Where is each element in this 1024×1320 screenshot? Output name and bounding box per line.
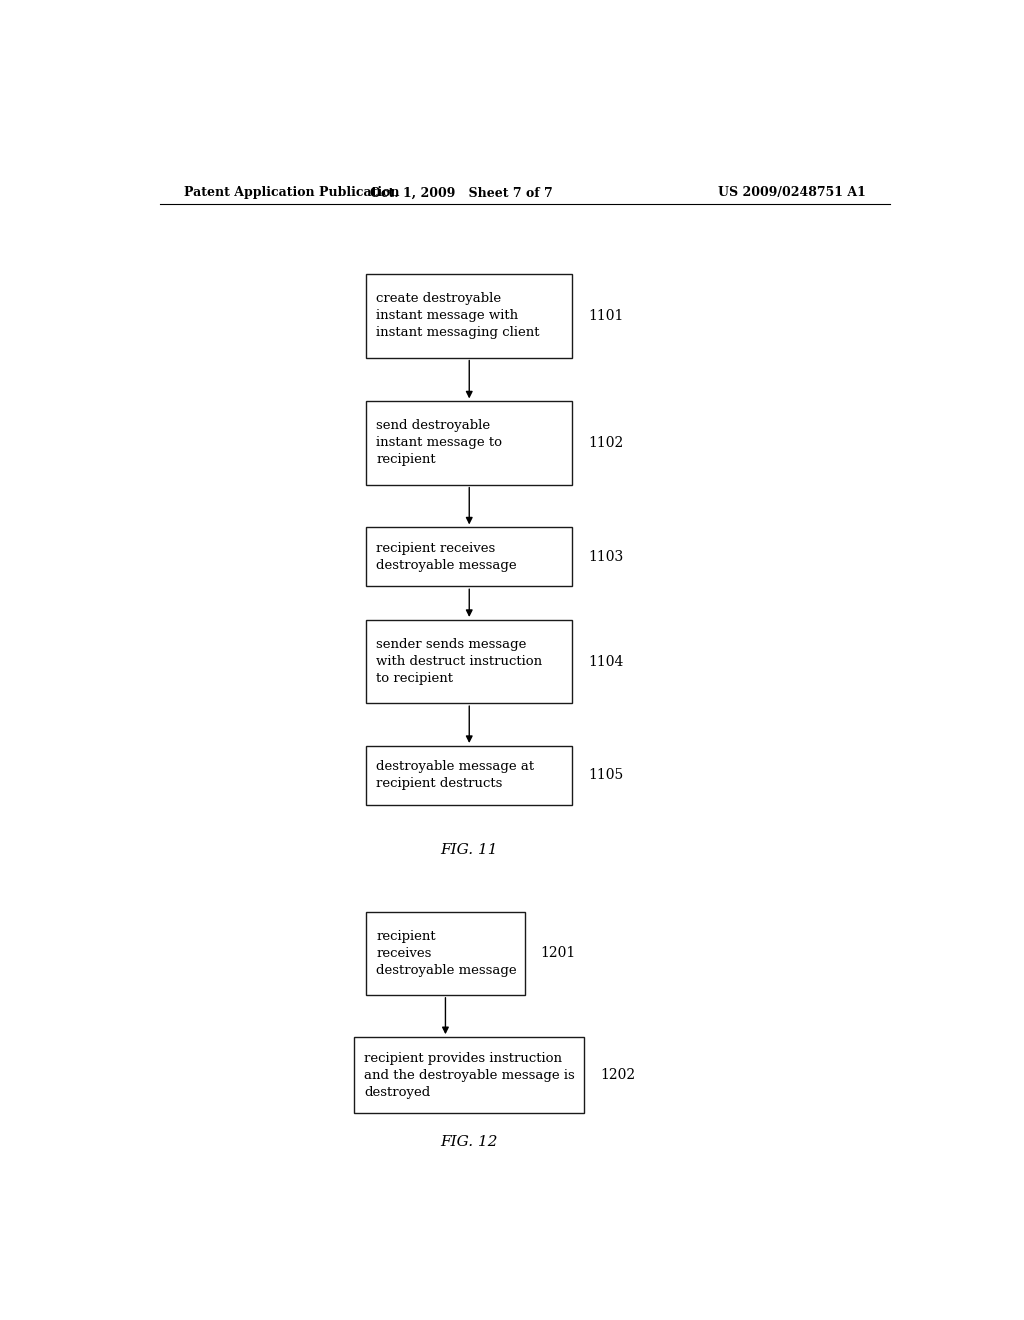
Text: FIG. 12: FIG. 12 <box>440 1135 498 1150</box>
Bar <box>354 1038 585 1113</box>
Text: FIG. 11: FIG. 11 <box>440 842 498 857</box>
Bar <box>367 620 572 704</box>
Text: 1202: 1202 <box>600 1068 635 1082</box>
Bar <box>367 275 572 358</box>
Text: Oct. 1, 2009   Sheet 7 of 7: Oct. 1, 2009 Sheet 7 of 7 <box>370 186 553 199</box>
Text: 1102: 1102 <box>588 436 624 450</box>
Text: 1201: 1201 <box>541 946 575 960</box>
Bar <box>367 528 572 586</box>
Text: recipient receives
destroyable message: recipient receives destroyable message <box>377 541 517 572</box>
Text: destroyable message at
recipient destructs: destroyable message at recipient destruc… <box>377 760 535 791</box>
Text: sender sends message
with destruct instruction
to recipient: sender sends message with destruct instr… <box>377 638 543 685</box>
Text: US 2009/0248751 A1: US 2009/0248751 A1 <box>718 186 866 199</box>
Text: recipient provides instruction
and the destroyable message is
destroyed: recipient provides instruction and the d… <box>365 1052 575 1098</box>
Text: 1104: 1104 <box>588 655 624 668</box>
Text: 1105: 1105 <box>588 768 624 783</box>
Bar <box>367 401 572 484</box>
Text: create destroyable
instant message with
instant messaging client: create destroyable instant message with … <box>377 293 540 339</box>
Text: Patent Application Publication: Patent Application Publication <box>183 186 399 199</box>
Text: recipient
receives
destroyable message: recipient receives destroyable message <box>377 929 517 977</box>
Text: send destroyable
instant message to
recipient: send destroyable instant message to reci… <box>377 420 503 466</box>
Bar <box>367 912 524 995</box>
Text: 1103: 1103 <box>588 550 624 564</box>
Bar <box>367 746 572 805</box>
Text: 1101: 1101 <box>588 309 624 323</box>
